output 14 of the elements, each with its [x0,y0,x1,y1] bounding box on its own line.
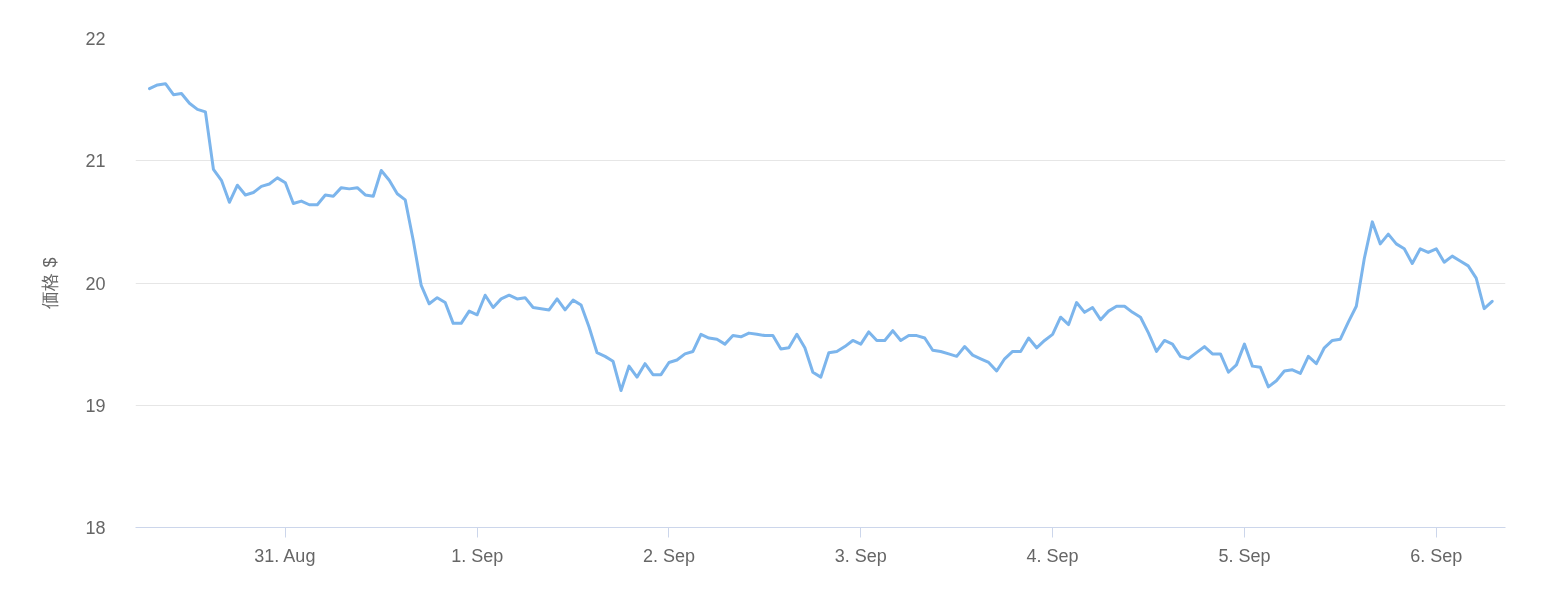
x-tick-label: 6. Sep [1410,545,1463,566]
y-tick-label: 21 [85,151,106,172]
x-tick-label: 5. Sep [1218,545,1271,566]
x-tick-label: 3. Sep [834,545,887,566]
y-tick-label: 22 [85,29,106,49]
x-tick-label: 1. Sep [451,545,504,566]
line-series [147,82,1494,393]
y-tick-label: 18 [85,518,106,538]
x-tick-label: 4. Sep [1026,545,1079,566]
y-axis-title: 価格 $ [40,257,61,309]
y-tick-label: 20 [85,273,106,294]
y-tick-label: 19 [85,395,106,416]
x-tick-label: 31. Aug [254,545,316,566]
x-tick-label: 2. Sep [642,545,696,566]
